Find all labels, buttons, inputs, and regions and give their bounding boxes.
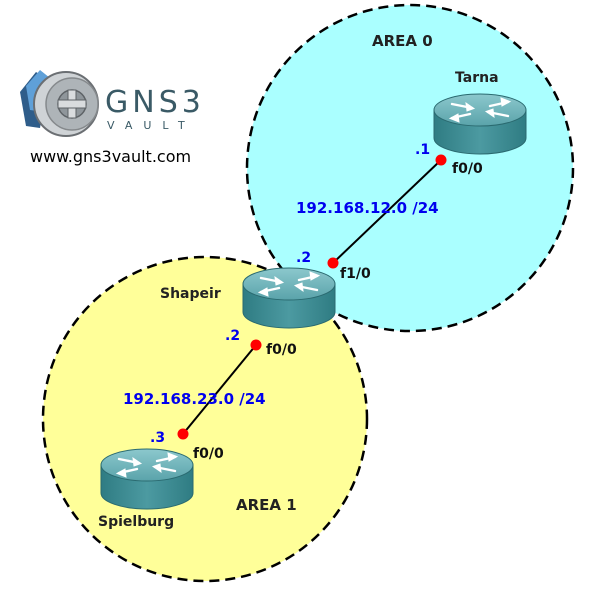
area-0-circle: [245, 3, 575, 333]
area-1-label: AREA 1: [236, 496, 297, 514]
link-tarna-shapeir: [332, 159, 442, 264]
interface-label-tarna: f0/0: [452, 161, 483, 177]
router-name-shapeir: Shapeir: [160, 286, 221, 302]
logo-brand-text: GNS3: [105, 85, 205, 120]
interface-dot-shapeir-f0-0: [250, 339, 262, 351]
interface-label-shapeir-f1-0: f1/0: [340, 266, 371, 282]
vault-disc-icon: [20, 70, 99, 137]
interface-dot-shapeir-f1-0: [327, 257, 339, 269]
logo-sub-text: VAULT: [107, 119, 196, 132]
router-name-spielburg: Spielburg: [98, 514, 174, 530]
interface-dot-spielburg-f0-0: [177, 428, 189, 440]
network-label-12: 192.168.12.0 /24: [296, 199, 439, 217]
logo-url-text: www.gns3vault.com: [30, 147, 191, 166]
interface-dot-tarna-f0-0: [435, 154, 447, 166]
octet-tarna: .1: [415, 142, 430, 158]
router-spielburg[interactable]: [99, 447, 195, 511]
octet-spielburg: .3: [150, 430, 165, 446]
octet-shapeir-f0-0: .2: [225, 328, 240, 344]
octet-shapeir-f1-0: .2: [296, 250, 311, 266]
interface-label-shapeir-f0-0: f0/0: [266, 342, 297, 358]
area-0-label: AREA 0: [372, 32, 433, 50]
router-tarna[interactable]: [432, 92, 528, 156]
interface-label-spielburg: f0/0: [193, 446, 224, 462]
network-label-23: 192.168.23.0 /24: [123, 390, 266, 408]
router-name-tarna: Tarna: [455, 70, 499, 86]
router-shapeir[interactable]: [241, 266, 337, 330]
gns3-vault-logo: GNS3 VAULT www.gns3vault.com: [20, 70, 205, 166]
link-shapeir-spielburg: [182, 344, 257, 435]
